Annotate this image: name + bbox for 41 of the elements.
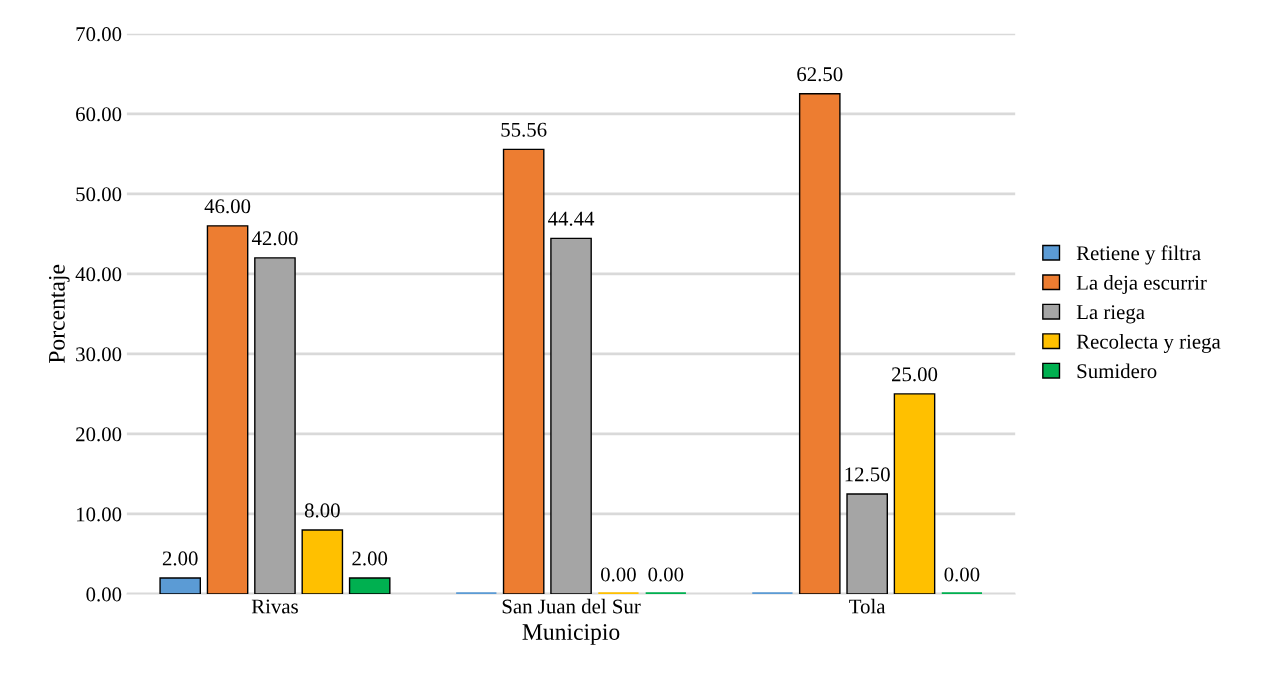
legend-label: La riega: [1076, 305, 1145, 324]
legend-label: Retiene y filtra: [1076, 245, 1201, 265]
x-axis-title: Municipio: [522, 624, 620, 645]
y-tick-label: 20.00: [76, 427, 122, 442]
data-label: 8.00: [304, 503, 340, 518]
data-label: 0.00: [944, 567, 980, 582]
data-label: 55.56: [501, 122, 547, 137]
data-label: 2.00: [352, 551, 388, 566]
y-tick-label: 0.00: [86, 587, 122, 602]
data-label: 62.50: [797, 67, 843, 82]
bar: [550, 237, 592, 594]
legend-label: La deja escurrir: [1076, 275, 1207, 294]
y-axis-title: Porcentaje: [48, 264, 70, 364]
y-tick-label: 70.00: [76, 27, 122, 42]
legend-label: Sumidero: [1077, 363, 1157, 379]
data-label: 2.00: [162, 551, 198, 566]
y-tick-label: 60.00: [76, 107, 122, 122]
y-tick-label: 40.00: [75, 267, 122, 282]
data-label: 42.00: [251, 231, 298, 246]
data-label: 46.00: [204, 199, 251, 214]
bar: [301, 529, 344, 594]
data-label: 0.00: [648, 567, 684, 582]
data-label: 44.44: [548, 211, 595, 226]
bar: [159, 577, 202, 594]
data-label: 12.50: [845, 467, 890, 482]
bar: [846, 493, 888, 594]
x-tick-label: Tola: [849, 598, 886, 614]
bar: [502, 148, 545, 594]
bar: [348, 577, 391, 594]
data-label: 0.00: [600, 567, 636, 582]
x-tick-label: Rivas: [251, 599, 298, 614]
y-tick-label: 10.00: [77, 507, 122, 522]
y-tick-label: 30.00: [76, 347, 122, 362]
bar: [254, 257, 296, 594]
bar: [206, 225, 249, 594]
bar: [798, 93, 841, 594]
legend-label: Recolecta y riega: [1076, 334, 1221, 353]
x-tick-label: San Juan del Sur: [502, 598, 641, 614]
bar: [893, 393, 936, 594]
y-tick-label: 50.00: [76, 187, 122, 202]
data-label: 25.00: [892, 367, 938, 382]
